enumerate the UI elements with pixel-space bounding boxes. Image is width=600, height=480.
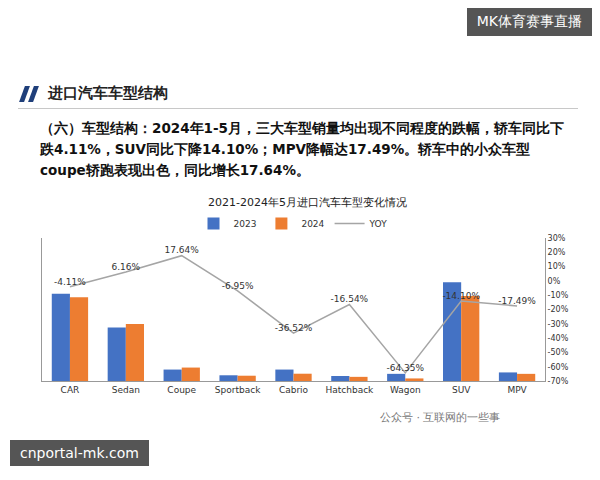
svg-text:-36.52%: -36.52% <box>275 323 313 333</box>
svg-text:-10%: -10% <box>548 291 569 300</box>
svg-text:6.16%: 6.16% <box>112 262 141 272</box>
svg-text:-16.54%: -16.54% <box>331 294 369 304</box>
html-text:进口汽车车型结构: 进口汽车车型结构 <box>48 84 168 102</box>
svg-text:YOY: YOY <box>369 219 388 229</box>
svg-text:Hatchback: Hatchback <box>325 385 374 395</box>
svg-text:-6.95%: -6.95% <box>222 281 254 291</box>
svg-text:MPV: MPV <box>507 385 527 395</box>
svg-text:17.64%: 17.64% <box>165 245 200 255</box>
svg-text:-14.10%: -14.10% <box>442 291 480 301</box>
svg-text:-17.49%: -17.49% <box>498 296 536 306</box>
svg-text:-40%: -40% <box>548 334 569 343</box>
html-text:公众号 · 互联网的一些事: 公众号 · 互联网的一些事 <box>380 411 501 424</box>
svg-text:-60%: -60% <box>548 363 569 372</box>
svg-text:CAR: CAR <box>61 385 80 395</box>
svg-text:-64.35%: -64.35% <box>386 363 424 373</box>
svg-text:Sedan: Sedan <box>112 385 140 395</box>
svg-text:2024: 2024 <box>301 219 324 229</box>
svg-text:30%: 30% <box>548 234 566 243</box>
svg-text:SUV: SUV <box>452 385 471 395</box>
svg-text:10%: 10% <box>548 262 566 271</box>
svg-text:Sportback: Sportback <box>215 385 261 395</box>
svg-text:-4.11%: -4.11% <box>54 277 86 287</box>
svg-text:20%: 20% <box>548 248 566 257</box>
html-text:MK体育赛事直播: MK体育赛事直播 <box>476 13 582 29</box>
html-text:cnportal-mk.com: cnportal-mk.com <box>20 445 139 461</box>
svg-text:0%: 0% <box>548 277 561 286</box>
svg-text:2021-2024年5月进口汽车车型变化情况: 2021-2024年5月进口汽车车型变化情况 <box>208 196 407 209</box>
svg-text:Coupe: Coupe <box>167 385 196 395</box>
svg-text:-20%: -20% <box>548 305 569 314</box>
svg-text:-50%: -50% <box>548 348 569 357</box>
svg-text:-30%: -30% <box>548 320 569 329</box>
html-text:（六）车型结构：2024年1-5月，三大车型销量均出现不同程: （六）车型结构：2024年1-5月，三大车型销量均出现不同程度的跌幅，轿车同比下… <box>40 120 564 178</box>
svg-text:2023: 2023 <box>234 219 257 229</box>
svg-text:Wagon: Wagon <box>390 385 421 395</box>
svg-text:-70%: -70% <box>548 377 569 386</box>
svg-text:Cabrio: Cabrio <box>279 385 309 395</box>
